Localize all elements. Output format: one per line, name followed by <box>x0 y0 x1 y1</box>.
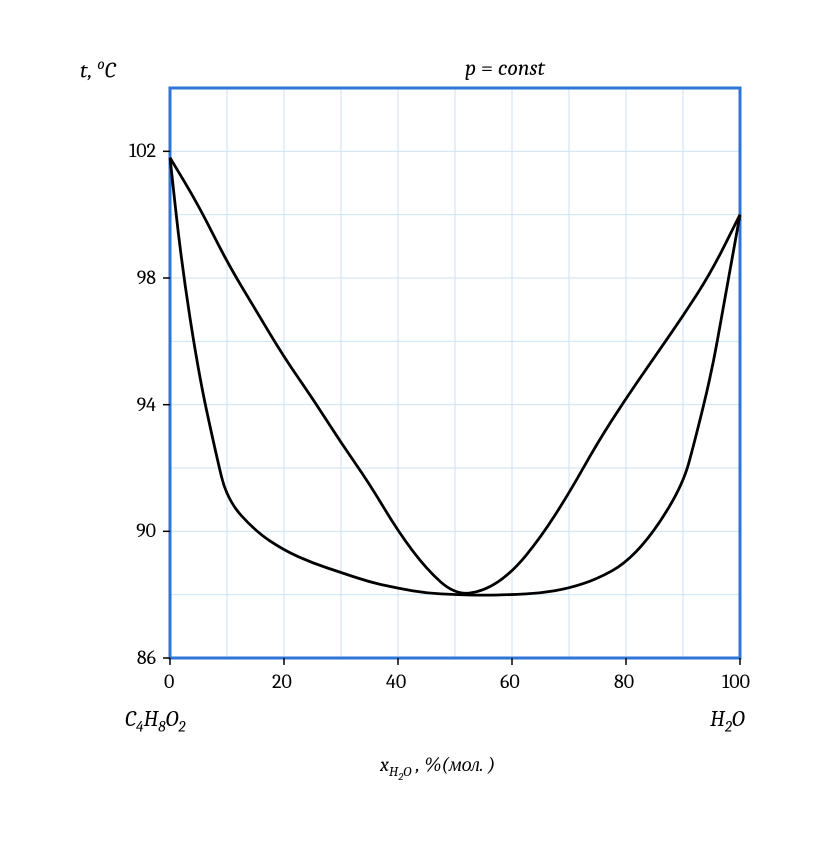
x-tick: 20 <box>272 670 292 693</box>
x-tick: 100 <box>722 670 750 693</box>
x-left-compound: C4H8O2 <box>125 706 186 735</box>
y-tick: 90 <box>136 519 156 542</box>
y-tick: 94 <box>137 393 156 416</box>
x-tick: 40 <box>386 670 406 693</box>
x-tick: 0 <box>164 670 174 693</box>
y-tick: 98 <box>137 266 156 289</box>
x-right-compound: H2O <box>710 706 745 735</box>
x-tick: 60 <box>500 670 520 693</box>
x-axis-title: xH2O , %(мол. ) <box>380 753 495 783</box>
y-tick: 86 <box>137 646 156 669</box>
x-tick: 80 <box>614 670 634 693</box>
y-tick: 102 <box>129 139 156 162</box>
chart-container: t, oC p = const 86909498102 020406080100… <box>0 0 834 850</box>
